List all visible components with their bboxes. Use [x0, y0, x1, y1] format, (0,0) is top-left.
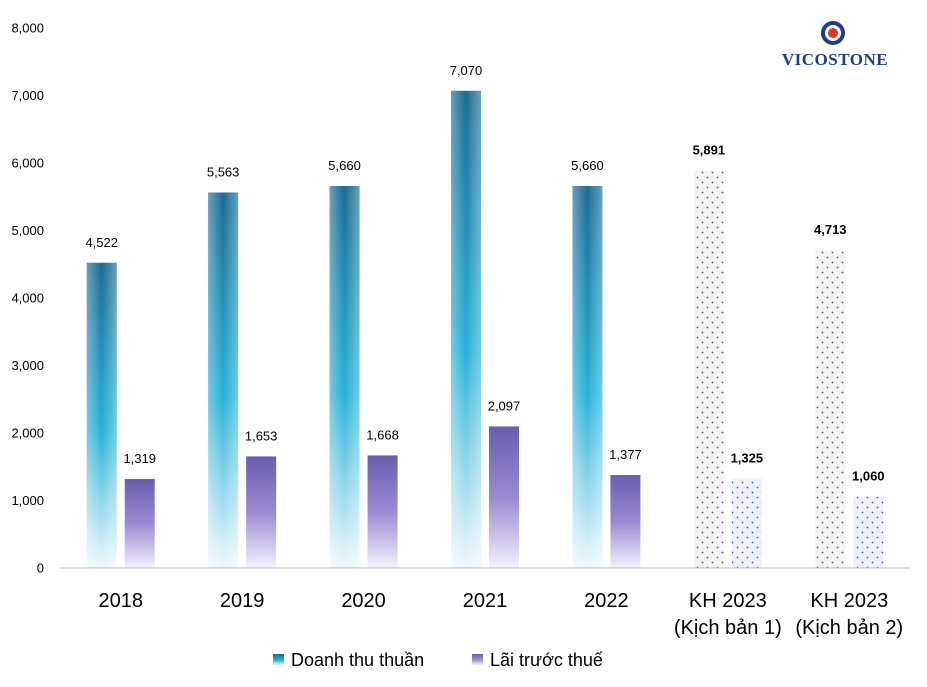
- legend-swatch-profit: [472, 654, 483, 665]
- revenue-data-label: 5,660: [571, 158, 604, 173]
- profit-bar: [367, 455, 398, 568]
- x-category-label: (Kịch bản 2): [795, 617, 903, 639]
- revenue-data-label: 7,070: [450, 63, 483, 78]
- revenue-bar-shine: [572, 185, 603, 568]
- x-category-label: 2020: [341, 590, 386, 612]
- logo-text: VICOSTONE: [781, 50, 889, 69]
- profit-bar: [731, 478, 762, 568]
- revenue-bar-shine: [451, 90, 481, 569]
- revenue-bar: [693, 170, 724, 569]
- y-axis: 0 1,000 2,000 3,000 4,000 5,000 6,000 7,000 8,00…: [11, 21, 44, 576]
- profit-data-label: 1,653: [245, 428, 278, 443]
- legend-label-profit: Lãi trước thuế: [490, 650, 603, 670]
- profit-bar: [610, 475, 641, 568]
- y-tick-label: 1,000: [11, 493, 44, 508]
- profit-bar: [853, 496, 884, 568]
- legend: Doanh thu thuần Lãi trước thuế: [273, 650, 603, 670]
- x-category-label: 2019: [220, 590, 265, 612]
- x-axis: 2018 2019 2020 2021 2022 KH 2023 (Kịch bản 1) K…: [98, 590, 903, 639]
- y-tick-label: 0: [37, 561, 44, 576]
- y-tick-label: 4,000: [11, 291, 44, 306]
- data-labels: 4,522 1,319 5,563 1,653 5,660 1,668 7,070 2,097…: [85, 63, 884, 484]
- profit-data-label: 1,060: [852, 468, 885, 483]
- x-category-label: KH 2023: [810, 590, 888, 612]
- x-category-label: 2021: [463, 590, 508, 612]
- x-category-label: 2018: [98, 590, 143, 612]
- profit-data-label: 1,325: [731, 451, 764, 466]
- revenue-data-label: 4,522: [85, 235, 118, 250]
- revenue-bar-shine: [329, 185, 360, 568]
- profit-bar: [246, 456, 277, 568]
- vicostone-logo: VICOSTONE: [765, 20, 905, 70]
- revenue-data-label: 5,660: [328, 158, 361, 173]
- y-tick-label: 3,000: [11, 358, 44, 373]
- profit-bar: [489, 426, 519, 568]
- bars: [86, 90, 884, 569]
- x-category-label: KH 2023: [689, 590, 767, 612]
- profit-bar: [124, 478, 155, 568]
- logo-mark-icon: [821, 21, 845, 45]
- legend-swatch-revenue: [273, 654, 284, 665]
- y-tick-label: 6,000: [11, 156, 44, 171]
- revenue-data-label: 5,891: [693, 142, 726, 157]
- y-tick-label: 2,000: [11, 426, 44, 441]
- legend-label-revenue: Doanh thu thuần: [291, 650, 424, 670]
- y-tick-label: 7,000: [11, 88, 44, 103]
- y-tick-label: 8,000: [11, 21, 44, 36]
- revenue-bar: [815, 249, 846, 568]
- revenue-bar-shine: [86, 262, 117, 568]
- x-category-label: 2022: [584, 590, 629, 612]
- y-tick-label: 5,000: [11, 223, 44, 238]
- revenue-bar-shine: [208, 192, 239, 568]
- revenue-data-label: 4,713: [814, 222, 847, 237]
- revenue-data-label: 5,563: [207, 164, 240, 179]
- profit-data-label: 1,377: [609, 447, 642, 462]
- x-category-label: (Kịch bản 1): [674, 617, 782, 639]
- profit-data-label: 1,668: [366, 427, 399, 442]
- profit-data-label: 1,319: [123, 451, 156, 466]
- profit-data-label: 2,097: [488, 398, 521, 413]
